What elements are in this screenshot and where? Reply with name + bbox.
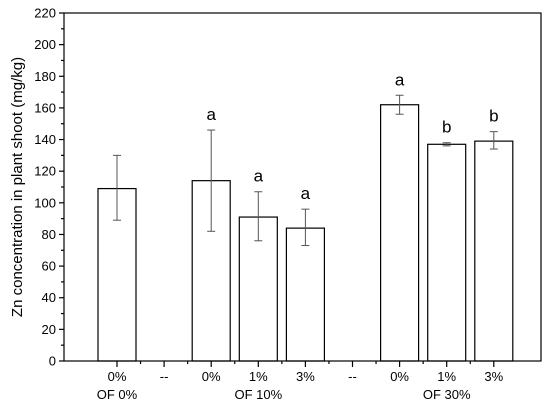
group-label: OF 0%	[97, 387, 138, 402]
y-tick-label: 140	[34, 132, 56, 147]
significance-letter: b	[489, 107, 498, 126]
significance-letter: a	[206, 105, 216, 124]
y-tick-label: 60	[42, 259, 56, 274]
bar	[427, 143, 467, 362]
y-tick-label: 200	[34, 37, 56, 52]
y-tick-label: 0	[49, 354, 56, 369]
significance-letters: a a a a b b	[206, 70, 498, 203]
y-tick-label: 120	[34, 164, 56, 179]
y-tick-label: 100	[34, 195, 56, 210]
x-tick-label: --	[160, 369, 169, 384]
y-axis-tick-labels: 0 20 40 60 80 100 120 140 160 180 200 220	[34, 6, 56, 369]
x-tick-label: 3%	[296, 369, 315, 384]
x-axis-tick-labels: 0% -- 0% 1% 3% -- 0% 1% 3%	[108, 369, 504, 384]
bar	[285, 227, 325, 362]
y-tick-label: 40	[42, 290, 56, 305]
significance-letter: b	[442, 118, 451, 137]
x-tick-label: 1%	[249, 369, 268, 384]
bars	[97, 104, 514, 362]
y-tick-label: 80	[42, 227, 56, 242]
plot-frame	[63, 12, 542, 362]
group-label: OF 30%	[423, 387, 471, 402]
bar	[474, 140, 514, 362]
error-bars	[113, 94, 498, 247]
x-tick-label: 3%	[484, 369, 503, 384]
bar	[380, 104, 420, 362]
group-label: OF 10%	[234, 387, 282, 402]
x-tick-label: 0%	[108, 369, 127, 384]
x-tick-label: --	[348, 369, 357, 384]
y-tick-label: 220	[34, 6, 56, 21]
y-tick-label: 160	[34, 100, 56, 115]
significance-letter: a	[301, 184, 311, 203]
y-axis-title: Zn concentration in plant shoot (mg/kg)	[9, 57, 26, 317]
x-axis-group-labels: OF 0% OF 10% OF 30%	[97, 387, 471, 402]
significance-letter: a	[395, 70, 405, 89]
x-tick-label: 1%	[437, 369, 456, 384]
y-tick-label: 180	[34, 69, 56, 84]
y-tick-label: 20	[42, 322, 56, 337]
x-axis-ticks	[116, 361, 495, 367]
significance-letter: a	[254, 167, 264, 186]
y-axis-ticks	[59, 12, 64, 362]
x-tick-label: 0%	[390, 369, 409, 384]
x-tick-label: 0%	[202, 369, 221, 384]
